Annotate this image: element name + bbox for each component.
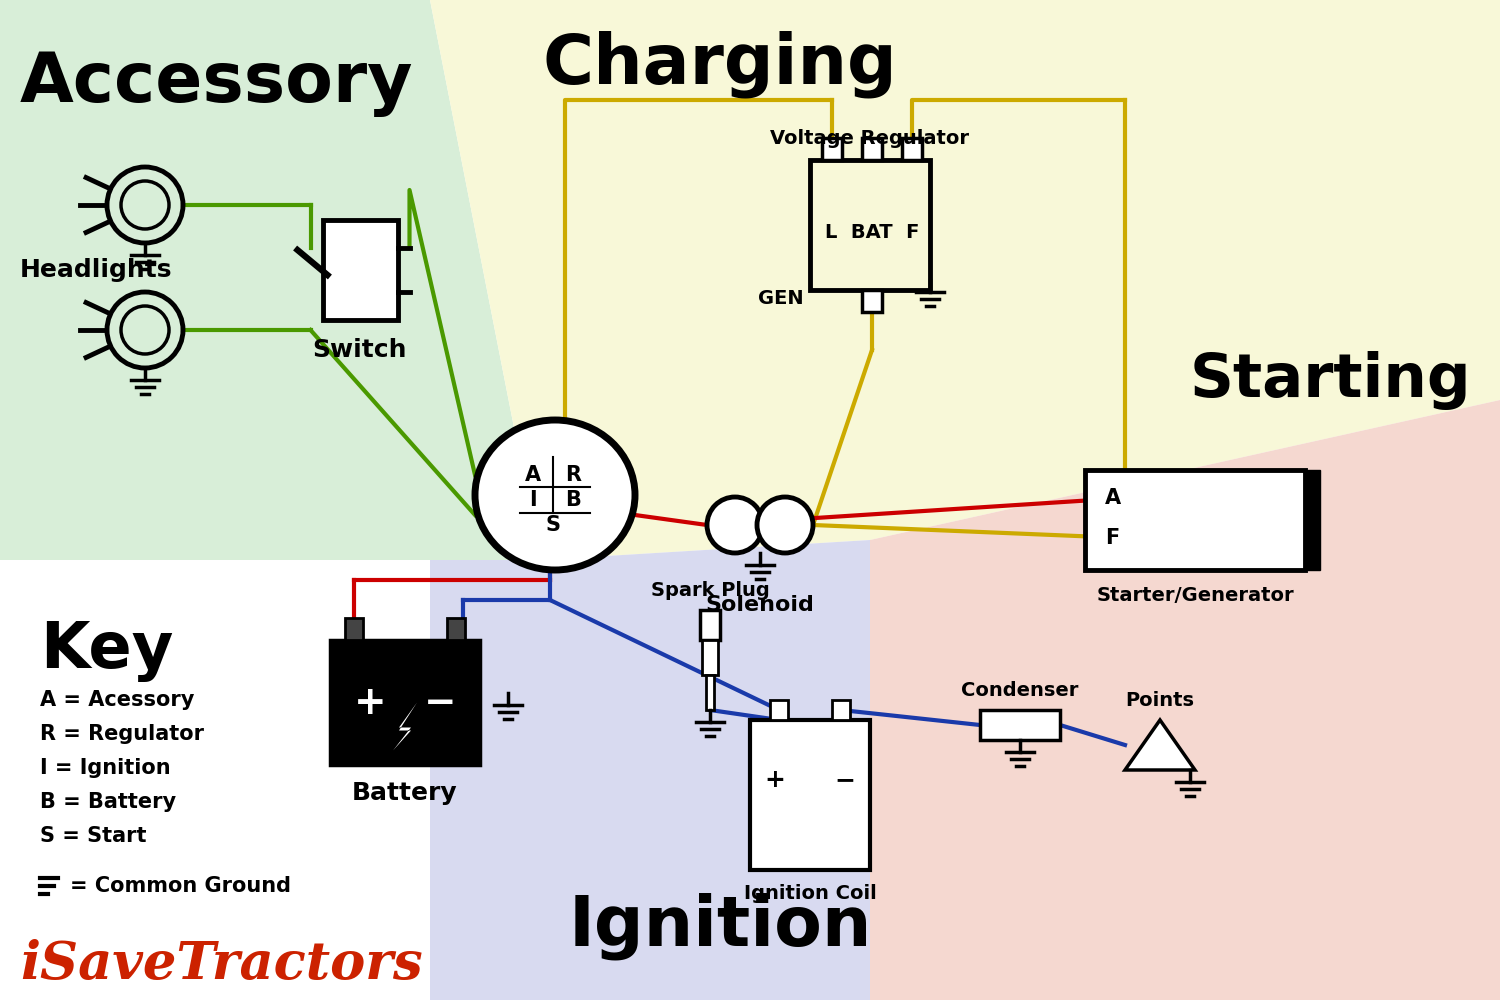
FancyBboxPatch shape [330, 640, 480, 765]
Text: +: + [354, 684, 387, 722]
Text: A = Acessory: A = Acessory [40, 690, 195, 710]
Text: S = Start: S = Start [40, 826, 147, 846]
Text: GEN: GEN [758, 288, 804, 308]
FancyBboxPatch shape [700, 610, 720, 640]
Text: Key: Key [40, 620, 174, 682]
Polygon shape [1125, 720, 1196, 770]
Text: I = Ignition: I = Ignition [40, 758, 171, 778]
Text: A: A [525, 465, 542, 485]
Text: Solenoid: Solenoid [705, 595, 815, 615]
Text: Charging: Charging [543, 30, 897, 98]
Text: B = Battery: B = Battery [40, 792, 176, 812]
Text: Battery: Battery [352, 781, 458, 805]
FancyBboxPatch shape [833, 700, 850, 720]
Polygon shape [380, 0, 1500, 560]
Text: F: F [1106, 528, 1119, 548]
FancyBboxPatch shape [770, 700, 788, 720]
Text: Voltage Regulator: Voltage Regulator [771, 129, 969, 148]
Text: I: I [530, 490, 537, 510]
FancyBboxPatch shape [862, 290, 882, 312]
Text: Ignition Coil: Ignition Coil [744, 884, 876, 903]
Polygon shape [870, 400, 1500, 1000]
Text: S: S [546, 515, 561, 535]
Text: Accessory: Accessory [20, 50, 414, 117]
Text: Switch: Switch [312, 338, 407, 362]
Text: Condenser: Condenser [962, 681, 1078, 700]
Text: Headlights: Headlights [20, 258, 172, 282]
FancyBboxPatch shape [750, 720, 870, 870]
Text: R = Regulator: R = Regulator [40, 724, 204, 744]
FancyBboxPatch shape [345, 618, 363, 640]
Text: Points: Points [1125, 691, 1194, 710]
FancyBboxPatch shape [322, 220, 398, 320]
FancyBboxPatch shape [822, 138, 842, 160]
Text: B: B [566, 490, 580, 510]
Text: −: − [423, 684, 456, 722]
Text: Spark Plug: Spark Plug [651, 581, 770, 600]
Text: Ignition: Ignition [568, 892, 872, 960]
FancyBboxPatch shape [862, 138, 882, 160]
FancyBboxPatch shape [1084, 470, 1305, 570]
FancyBboxPatch shape [902, 138, 922, 160]
Ellipse shape [476, 420, 634, 570]
Text: A: A [1106, 488, 1120, 508]
Text: iSaveTractors: iSaveTractors [20, 939, 423, 990]
Text: L  BAT  F: L BAT F [825, 224, 920, 242]
Text: +: + [765, 768, 786, 792]
FancyBboxPatch shape [447, 618, 465, 640]
FancyBboxPatch shape [706, 675, 714, 710]
Polygon shape [393, 702, 417, 750]
Circle shape [758, 497, 813, 553]
FancyBboxPatch shape [1305, 470, 1320, 570]
FancyBboxPatch shape [980, 710, 1060, 740]
FancyBboxPatch shape [810, 160, 930, 290]
FancyBboxPatch shape [702, 640, 718, 675]
Text: Starter/Generator: Starter/Generator [1096, 586, 1294, 605]
Polygon shape [0, 0, 540, 560]
Text: Starting: Starting [1190, 351, 1472, 410]
Circle shape [706, 497, 764, 553]
Polygon shape [430, 540, 870, 1000]
Text: R: R [566, 465, 580, 485]
Text: = Common Ground: = Common Ground [70, 876, 291, 896]
Text: −: − [834, 768, 855, 792]
